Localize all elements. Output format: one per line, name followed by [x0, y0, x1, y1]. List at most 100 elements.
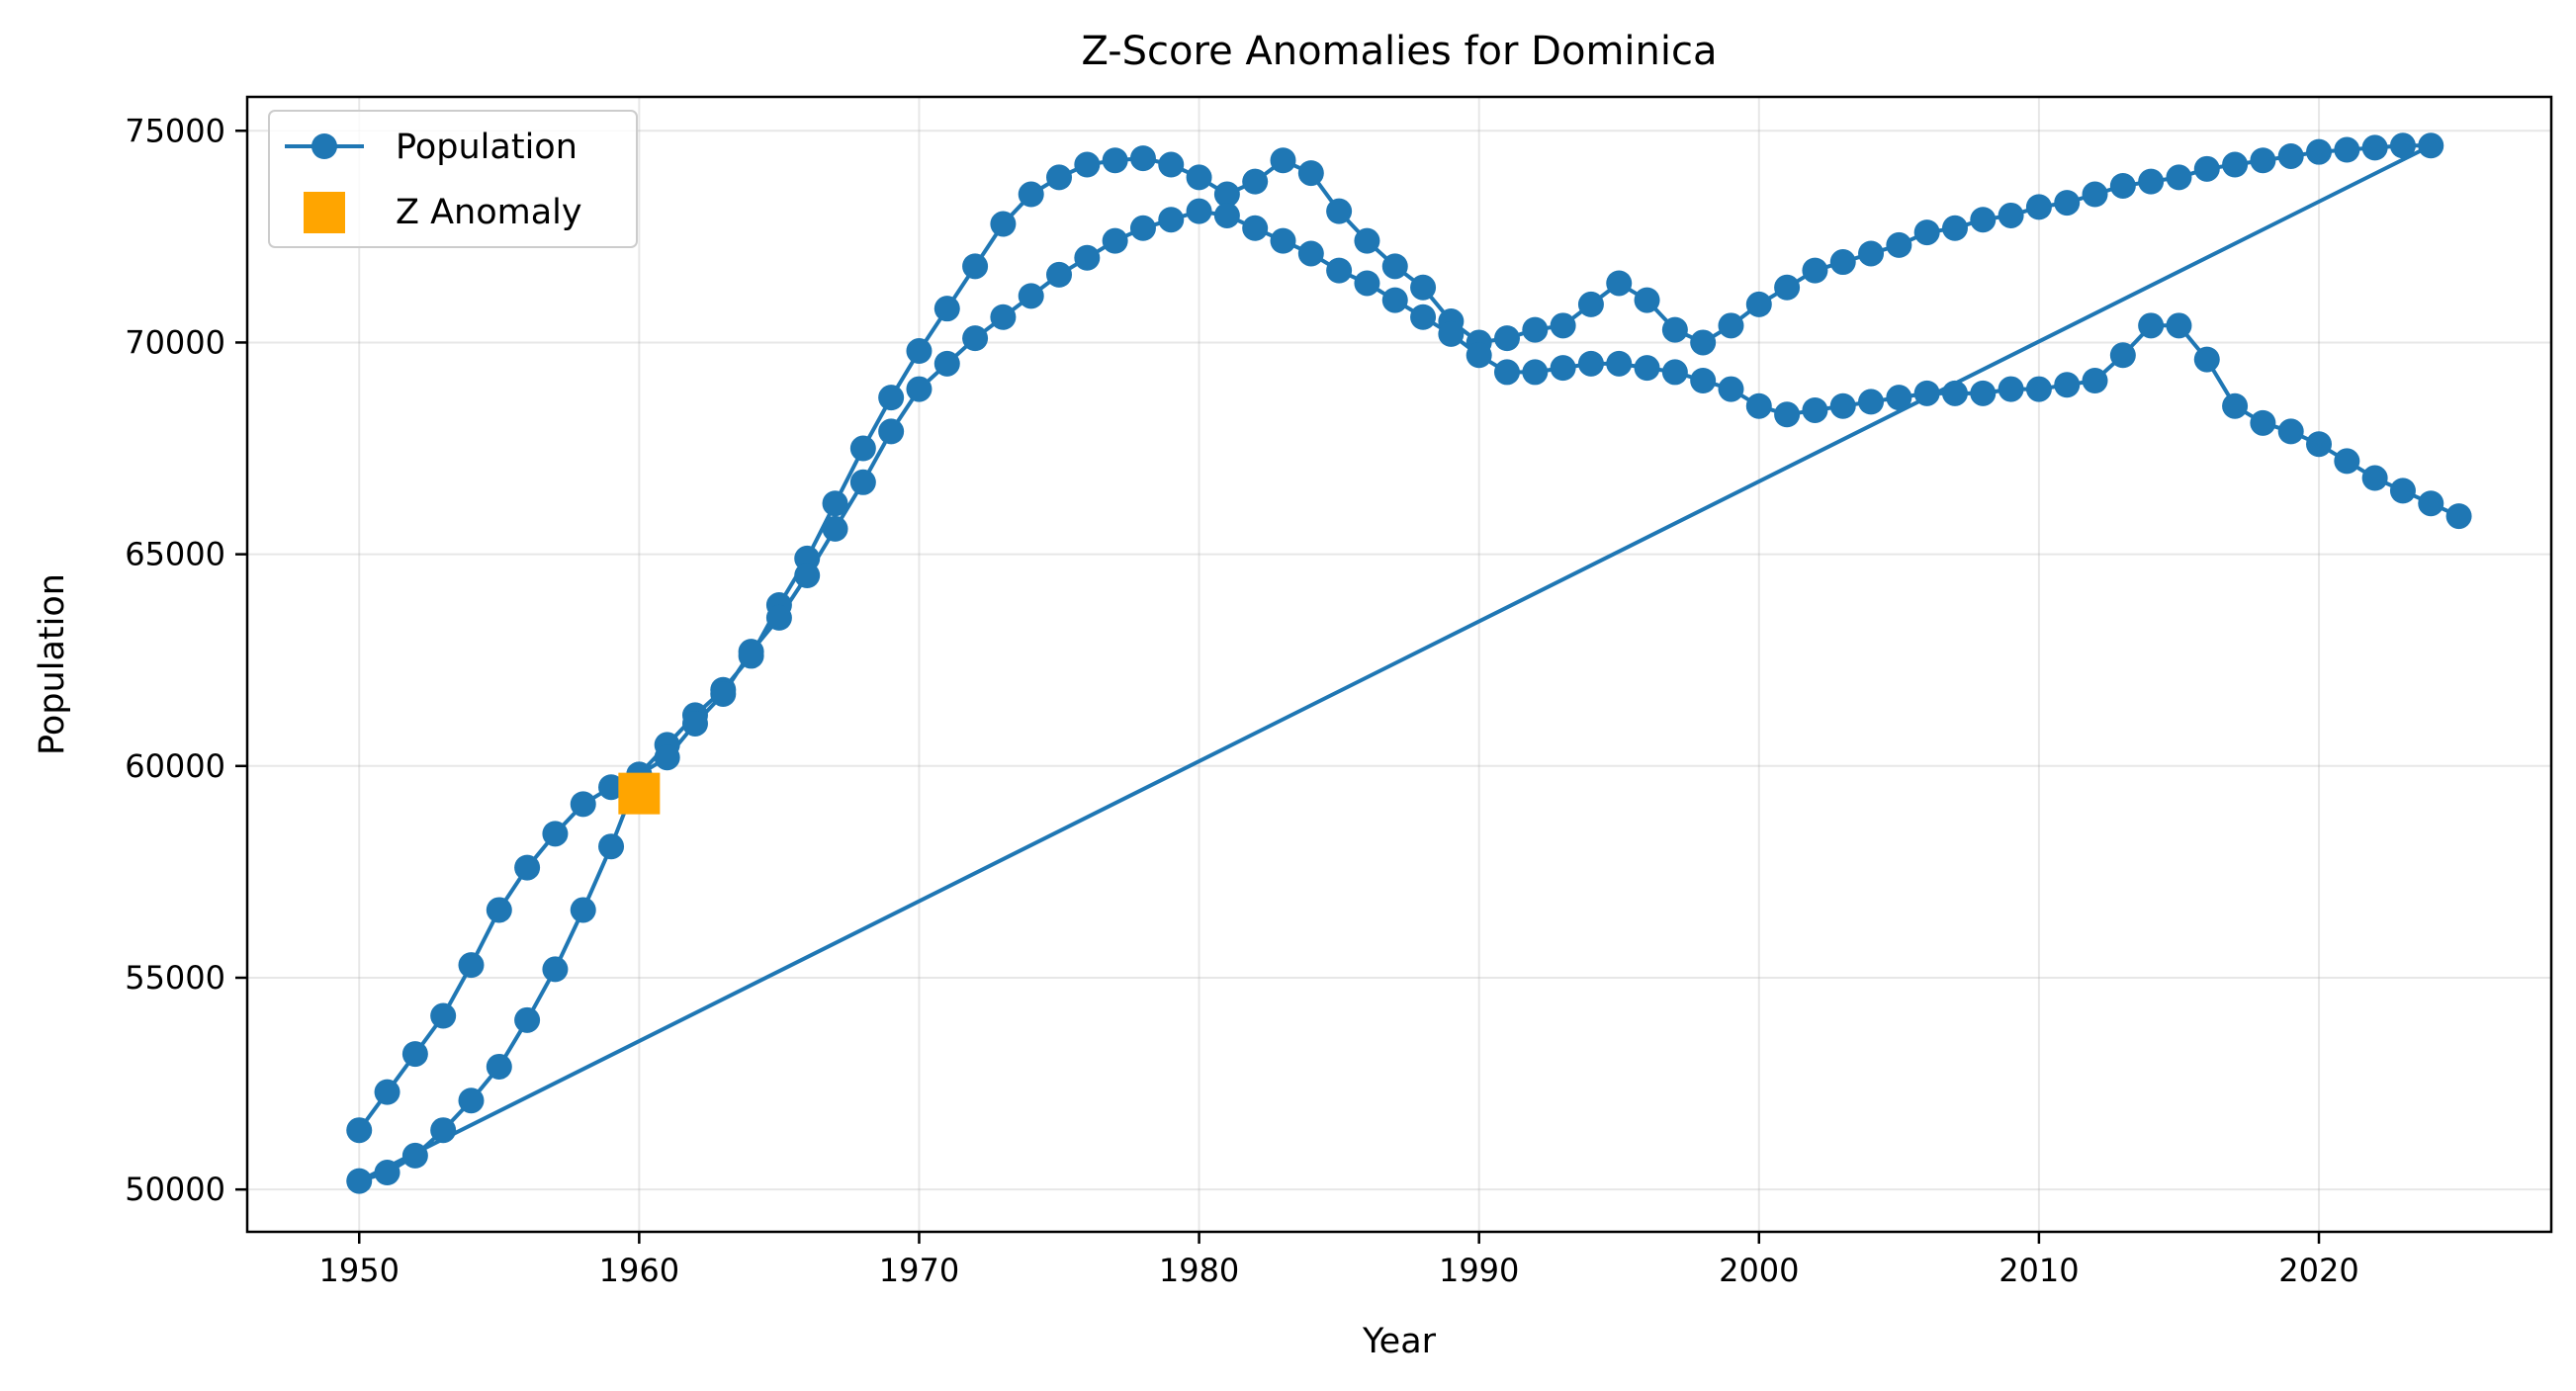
population-point [906, 376, 933, 402]
population-point [486, 897, 512, 923]
population-point [1970, 380, 1997, 406]
population-point [1158, 151, 1185, 178]
population-point [1606, 270, 1633, 297]
population-point [878, 418, 905, 445]
population-point [1186, 198, 1212, 224]
population-point [1970, 207, 1997, 233]
population-point [1270, 147, 1296, 174]
population-point [1410, 304, 1437, 330]
population-point [2418, 490, 2444, 517]
population-point [458, 1087, 485, 1114]
population-point [2334, 136, 2360, 163]
population-point [1213, 202, 1240, 228]
population-point [1941, 380, 1968, 406]
population-point [1661, 359, 1688, 386]
legend-label-population: Population [396, 128, 577, 167]
population-point [2361, 134, 2388, 161]
population-point [1493, 359, 1520, 386]
population-point [1046, 164, 1073, 191]
population-point [906, 338, 933, 365]
plot-area [346, 132, 2472, 1194]
population-point [2025, 376, 2052, 402]
y-tick-label: 55000 [125, 959, 225, 997]
population-point [1634, 355, 1660, 382]
population-point [1102, 227, 1128, 254]
ticks: 1950 1960 1970 1980 1990 2000 2010 2020 50000 550… [125, 112, 2359, 1289]
population-series-line [357, 143, 2460, 1183]
population-point [542, 821, 569, 847]
population-point [430, 1002, 457, 1029]
population-point [2054, 372, 2081, 398]
population-point [374, 1160, 400, 1186]
population-point [2445, 503, 2472, 530]
population-point [1186, 164, 1212, 191]
population-point [401, 1142, 428, 1169]
population-point [1466, 342, 1492, 369]
x-tick-label: 1970 [879, 1252, 959, 1289]
population-point [1886, 231, 1912, 258]
population-point [1410, 274, 1437, 301]
population-point [1634, 287, 1660, 313]
population-point [1829, 392, 1856, 419]
population-point [2193, 346, 2220, 373]
population-point [486, 1053, 512, 1080]
population-point [1129, 145, 1156, 172]
population-point [2109, 172, 2136, 199]
population-point [2054, 190, 2081, 217]
population-point [2277, 142, 2304, 169]
population-point [1381, 287, 1408, 313]
population-point [1522, 316, 1549, 343]
y-tick-label: 75000 [125, 112, 225, 149]
population-point [933, 296, 960, 322]
x-tick-label: 1980 [1159, 1252, 1239, 1289]
population-point [346, 1168, 373, 1194]
population-point [1577, 350, 1604, 377]
legend-label-z-anomaly: Z Anomaly [396, 193, 582, 232]
population-point [1690, 368, 1717, 393]
population-point [514, 1006, 541, 1033]
legend: Population Z Anomaly [268, 110, 638, 248]
population-point [1297, 240, 1324, 267]
population-point [1886, 385, 1912, 411]
population-point [374, 1079, 400, 1105]
population-point [346, 1117, 373, 1144]
population-point [1326, 257, 1353, 284]
x-tick-label: 1990 [1439, 1252, 1519, 1289]
population-point [2306, 431, 2333, 458]
population-point [1550, 355, 1576, 382]
population-point [990, 304, 1017, 330]
population-point [570, 897, 596, 923]
population-point [1913, 380, 1940, 406]
population-point [2222, 392, 2249, 419]
population-point [710, 680, 737, 707]
population-point [1913, 219, 1940, 246]
population-point [2109, 342, 2136, 369]
population-point [1018, 283, 1044, 309]
population-point [2418, 132, 2444, 159]
population-point [738, 639, 764, 665]
population-point [2277, 418, 2304, 445]
population-point [1941, 215, 1968, 241]
population-point [2361, 465, 2388, 491]
population-point [1606, 350, 1633, 377]
population-point [962, 253, 989, 280]
population-point [1438, 320, 1465, 347]
population-point [794, 563, 821, 589]
population-point [1074, 151, 1101, 178]
population-point [2250, 409, 2276, 436]
population-point [1802, 396, 1828, 423]
population-point [598, 833, 625, 860]
population-point [1829, 249, 1856, 276]
x-tick-label: 2020 [2278, 1252, 2358, 1289]
population-point [1998, 202, 2024, 228]
population-point [1774, 274, 1801, 301]
population-point [1577, 291, 1604, 317]
population-point [878, 385, 905, 411]
population-point [1745, 291, 1772, 317]
population-point [1745, 392, 1772, 419]
x-tick-label: 2000 [1719, 1252, 1799, 1289]
population-point [1242, 168, 1269, 195]
population-point [1858, 389, 1885, 415]
